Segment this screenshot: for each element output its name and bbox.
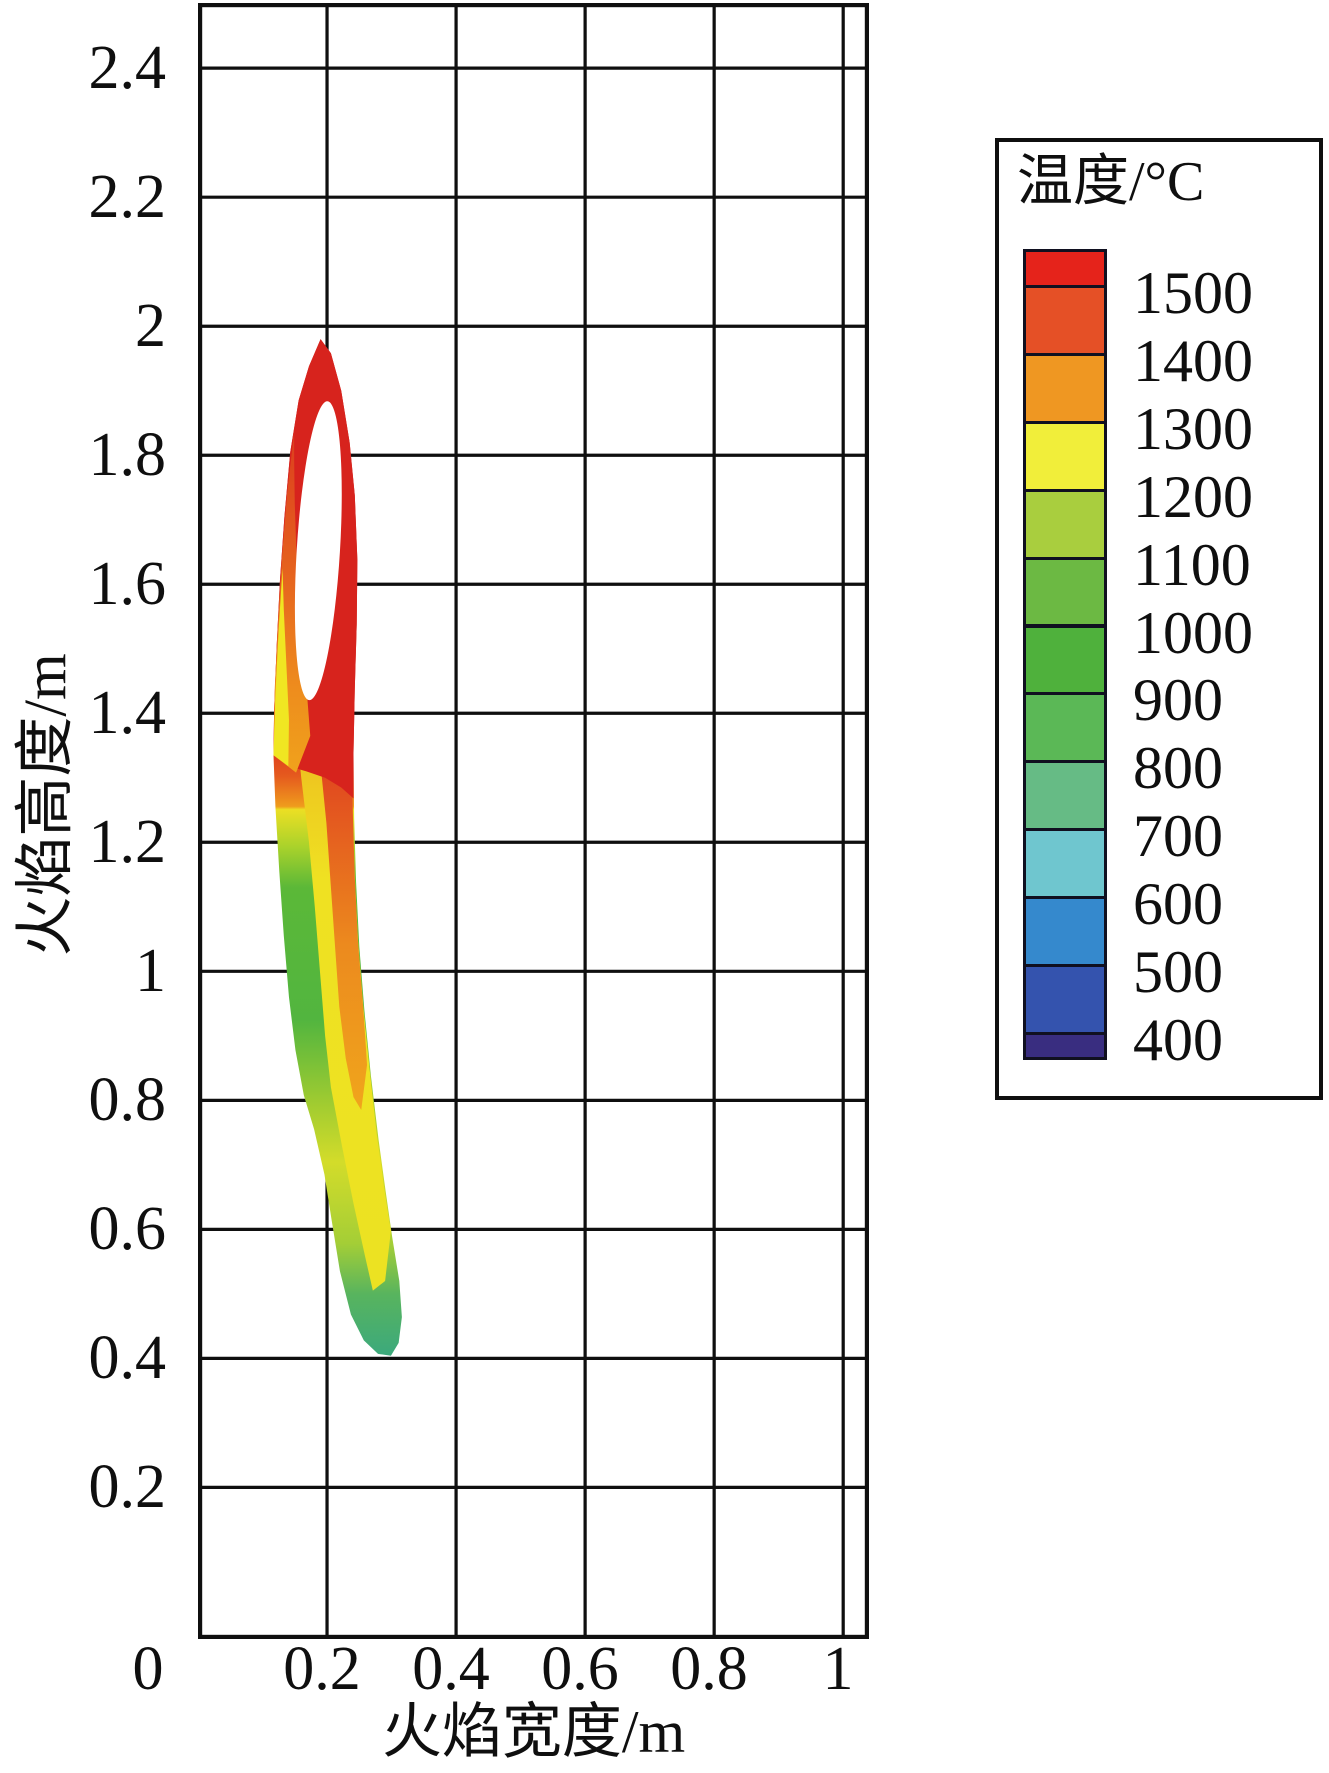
colorbar-swatch [1023,760,1107,832]
y-tick-label: 2.4 [88,34,167,103]
colorbar-swatch [1023,624,1107,696]
y-tick-label: 1.6 [88,550,167,619]
y-tick-label: 2 [135,292,166,361]
colorbar-swatch [1023,352,1107,424]
colorbar-tick-label: 1000 [1133,599,1253,666]
colorbar-tick-label: 700 [1133,803,1223,870]
x-tick-label: 0 [132,1635,164,1703]
colorbar-tick-label: 1200 [1133,463,1253,530]
hollow-white-core [294,401,342,701]
colorbar-swatch [1023,556,1107,628]
colorbar-legend: 温度/°C 1500 1400 1300 1200 1100 1000 900 800 700 6… [995,138,1323,1100]
colorbar-swatch [1023,896,1107,967]
y-axis-title: 火焰高度/m [12,653,79,957]
colorbar-tick-label: 1300 [1133,395,1253,462]
y-tick-label: 1.8 [88,421,167,490]
colorbar-tick-label: 600 [1133,871,1223,938]
colorbar-title: 温度/°C [1017,151,1205,213]
colorbar-swatch [1023,285,1107,356]
colorbar-swatch [1023,692,1107,764]
colorbar-tick-label: 800 [1133,735,1223,802]
plot-border [198,3,869,1639]
orange-right-stripe [311,693,368,1111]
colorbar-swatch [1023,249,1107,288]
yellow-left-flank [273,568,289,767]
colorbar-tick-label: 1100 [1133,531,1251,598]
y-tick-label: 1.4 [88,679,167,748]
colorbar-swatch [1023,828,1107,900]
colorbar-tick-label: 400 [1133,1006,1223,1073]
x-tick-label: 1 [822,1635,854,1703]
x-tick-label: 0.2 [283,1635,361,1703]
y-tick-label: 1.2 [88,808,167,877]
y-tick-label: 0.6 [88,1195,167,1264]
colorbar-tick-label: 900 [1133,667,1223,734]
x-tick-label: 0.8 [670,1635,748,1703]
x-tick-label: 0.4 [412,1635,490,1703]
colorbar-tick-label: 500 [1133,939,1223,1005]
x-tick-label: 0.6 [541,1635,619,1703]
x-axis-title: 火焰宽度/m [381,1699,686,1765]
colorbar-swatch [1023,964,1107,1035]
colorbar-swatch [1023,1031,1107,1060]
y-tick-label: 2.2 [88,163,167,232]
flame-temperature-contours [273,339,402,1356]
y-tick-label: 0.2 [88,1453,167,1522]
flame-contour-plot [198,3,869,1639]
colorbar-tick-label: 1400 [1133,327,1253,394]
y-tick-label: 0.8 [88,1066,167,1135]
y-tick-label: 1 [135,937,166,1006]
colorbar-swatch [1023,488,1107,560]
colorbar-swatch [1023,420,1107,492]
colorbar-tick-label: 1500 [1133,260,1253,326]
y-tick-label: 0.4 [88,1324,167,1393]
